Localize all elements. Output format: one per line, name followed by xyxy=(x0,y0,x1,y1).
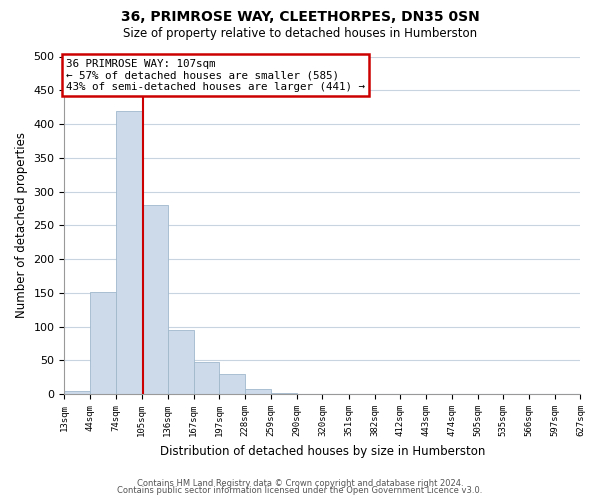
Bar xyxy=(116,110,142,394)
Text: 36, PRIMROSE WAY, CLEETHORPES, DN35 0SN: 36, PRIMROSE WAY, CLEETHORPES, DN35 0SN xyxy=(121,10,479,24)
Text: Contains public sector information licensed under the Open Government Licence v3: Contains public sector information licen… xyxy=(118,486,482,495)
Bar xyxy=(194,362,219,394)
Bar xyxy=(142,205,168,394)
Bar xyxy=(219,374,245,394)
Text: Size of property relative to detached houses in Humberston: Size of property relative to detached ho… xyxy=(123,28,477,40)
Bar xyxy=(91,292,116,394)
Bar xyxy=(168,330,194,394)
Y-axis label: Number of detached properties: Number of detached properties xyxy=(15,132,28,318)
Bar xyxy=(271,393,297,394)
Text: 36 PRIMROSE WAY: 107sqm
← 57% of detached houses are smaller (585)
43% of semi-d: 36 PRIMROSE WAY: 107sqm ← 57% of detache… xyxy=(66,58,365,92)
Text: Contains HM Land Registry data © Crown copyright and database right 2024.: Contains HM Land Registry data © Crown c… xyxy=(137,478,463,488)
Bar xyxy=(245,389,271,394)
Bar xyxy=(64,391,91,394)
X-axis label: Distribution of detached houses by size in Humberston: Distribution of detached houses by size … xyxy=(160,444,485,458)
